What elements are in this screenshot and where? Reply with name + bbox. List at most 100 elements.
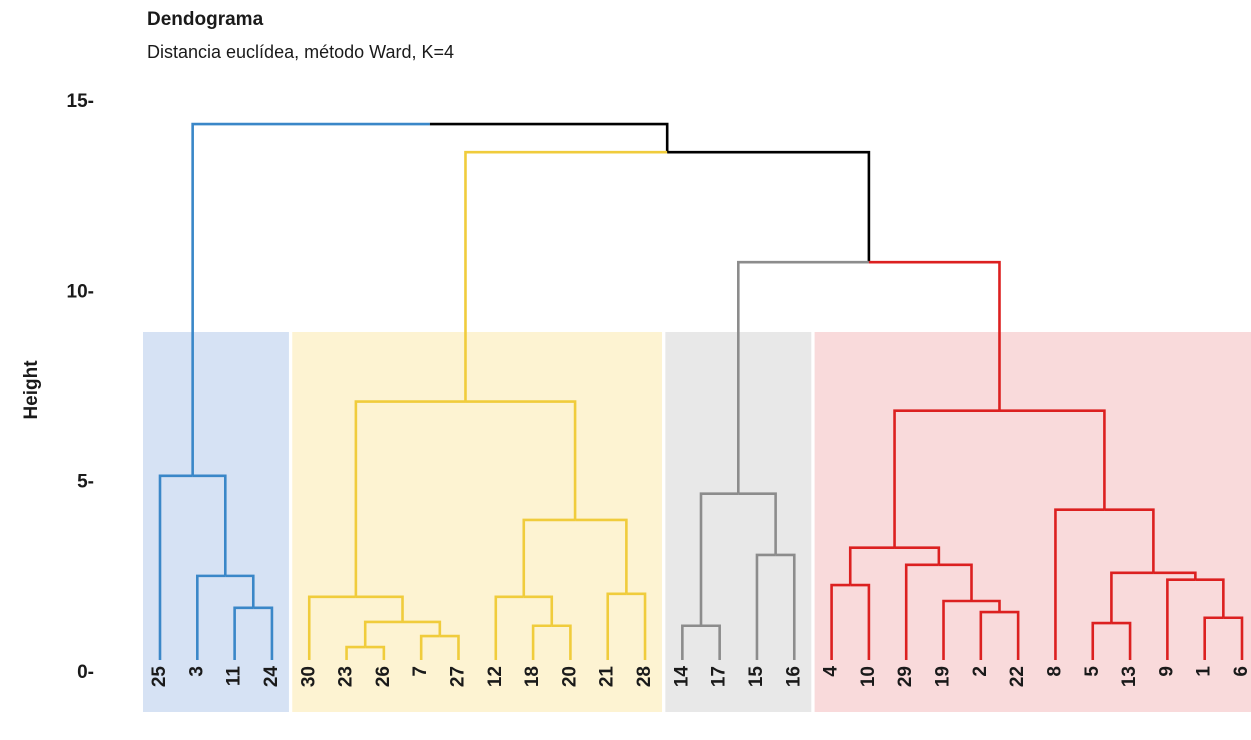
- leaf-label: 3: [186, 666, 207, 677]
- branch: [253, 606, 274, 660]
- leaf-label: 2: [970, 666, 991, 677]
- branch: [365, 645, 386, 660]
- branch: [439, 634, 460, 660]
- branch: [699, 492, 739, 626]
- branch: [1195, 578, 1225, 618]
- branch: [1153, 571, 1197, 580]
- leaf-label: 15: [746, 666, 767, 688]
- branch: [1091, 621, 1112, 660]
- branch: [363, 620, 403, 648]
- leaf-label: 23: [336, 666, 357, 687]
- y-tick-label: 5-: [77, 472, 94, 493]
- leaf-label: 13: [1119, 666, 1140, 687]
- branch: [1110, 571, 1154, 624]
- branch: [775, 553, 796, 660]
- leaf-label: 17: [709, 666, 730, 687]
- branch: [606, 592, 627, 660]
- branch: [850, 583, 871, 660]
- branch: [233, 606, 254, 660]
- leaf-label: 6: [1231, 666, 1251, 677]
- branch: [999, 409, 1106, 510]
- branch: [737, 260, 869, 494]
- y-tick-label: 10-: [67, 281, 94, 302]
- leaf-label: 4: [821, 666, 842, 677]
- leaf-label: 21: [597, 666, 618, 688]
- branch: [942, 599, 972, 660]
- branch: [1104, 508, 1155, 573]
- branch: [701, 624, 721, 660]
- branch: [523, 595, 554, 626]
- branch: [429, 122, 669, 153]
- branch: [681, 624, 701, 660]
- y-axis-label: Height: [21, 360, 42, 420]
- leaf-label: 24: [261, 666, 282, 688]
- leaf-label: 27: [447, 666, 468, 687]
- cluster-background: [143, 332, 289, 712]
- branch: [522, 518, 576, 597]
- leaf-label: 29: [895, 666, 916, 687]
- branch: [1111, 621, 1132, 660]
- leaf-label: 19: [933, 666, 954, 687]
- leaf-label: 11: [224, 666, 245, 687]
- leaf-label: 20: [559, 666, 580, 687]
- cluster-backgrounds: [143, 332, 1251, 712]
- branch: [999, 610, 1020, 660]
- branch: [402, 620, 442, 637]
- leaf-label: 30: [298, 666, 319, 687]
- leaf-label: 26: [373, 666, 394, 687]
- branch: [191, 122, 430, 476]
- leaf-label: 28: [634, 666, 655, 687]
- branch: [848, 546, 895, 586]
- branch: [755, 553, 776, 660]
- branch: [868, 260, 1001, 411]
- branch: [738, 492, 777, 555]
- leaf-label: 14: [671, 666, 692, 688]
- branch: [196, 574, 226, 660]
- chart-subtitle: Distancia euclídea, método Ward, K=4: [147, 42, 454, 62]
- y-tick-label: 15-: [67, 91, 94, 112]
- leaf-label: 9: [1156, 666, 1177, 677]
- branch: [904, 563, 939, 660]
- branch: [1166, 578, 1196, 660]
- leaf-label: 12: [485, 666, 506, 687]
- branch: [830, 583, 851, 660]
- branch: [192, 474, 227, 576]
- branch: [345, 645, 366, 660]
- cluster-background: [292, 332, 663, 712]
- branch: [551, 624, 572, 660]
- branch: [531, 624, 552, 660]
- branch: [575, 518, 628, 594]
- leaf-label: 8: [1044, 666, 1065, 677]
- branch: [893, 409, 1000, 548]
- branch: [1054, 508, 1105, 660]
- branch: [307, 595, 356, 660]
- leaf-label: 1: [1194, 666, 1215, 677]
- branch: [626, 592, 647, 660]
- branch: [494, 595, 524, 660]
- branch: [419, 634, 440, 660]
- branch: [355, 595, 404, 622]
- branch: [938, 563, 973, 602]
- branch: [464, 150, 668, 402]
- branch: [894, 546, 941, 565]
- branch: [158, 474, 193, 660]
- chart-title: Dendograma: [147, 9, 264, 30]
- branch: [971, 599, 1001, 613]
- cluster-background: [814, 332, 1251, 712]
- branch: [979, 610, 1000, 660]
- branch: [1203, 616, 1224, 660]
- y-tick-label: 0-: [77, 662, 94, 683]
- branch: [465, 400, 577, 520]
- leaf-label: 25: [149, 666, 170, 688]
- branch: [667, 150, 871, 263]
- leaf-label: 7: [410, 666, 431, 677]
- leaf-label: 5: [1082, 666, 1103, 677]
- branch: [1223, 616, 1244, 660]
- leaf-label: 10: [858, 666, 879, 687]
- leaf-label: 18: [522, 666, 543, 687]
- branch: [354, 400, 466, 597]
- leaf-label: 16: [783, 666, 804, 687]
- leaf-label: 22: [1007, 666, 1028, 687]
- branch: [225, 574, 255, 608]
